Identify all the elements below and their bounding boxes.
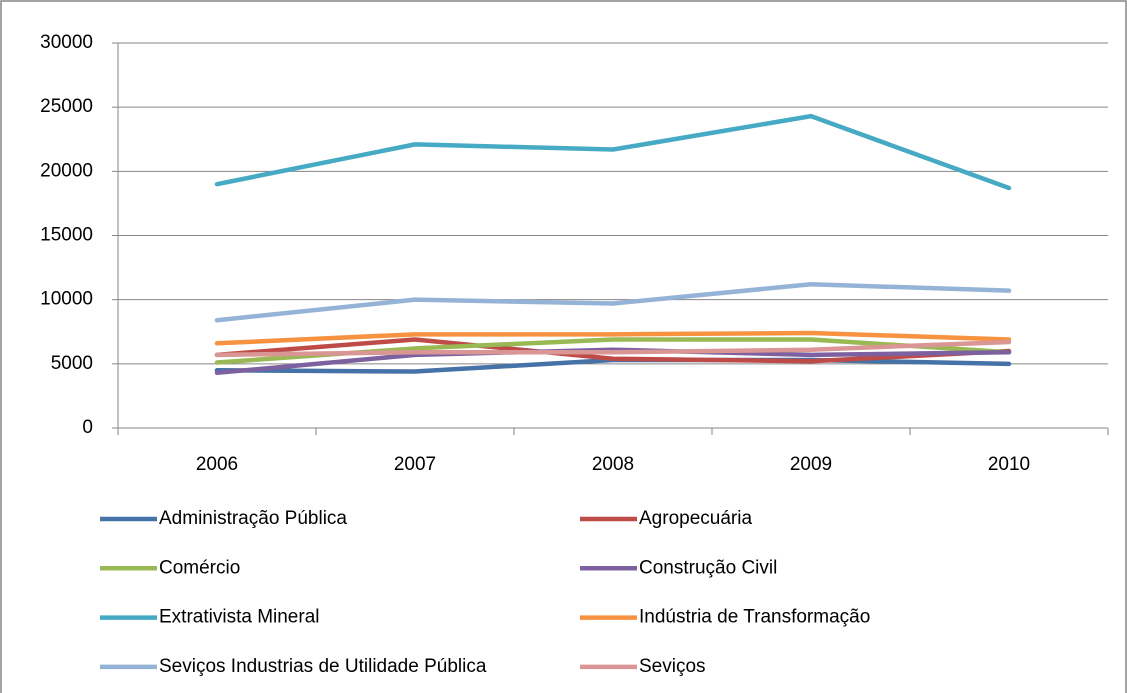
x-tick-label: 2009 xyxy=(790,454,832,475)
y-tick-label: 5000 xyxy=(51,353,93,374)
series-line xyxy=(214,347,1012,376)
series-line xyxy=(214,113,1012,191)
legend-label: Seviços xyxy=(639,656,706,677)
series-line xyxy=(214,337,1012,364)
legend-label: Construção Civil xyxy=(639,557,777,578)
legend-label: Extrativista Mineral xyxy=(159,607,320,628)
legend-label: Agropecuária xyxy=(639,508,752,529)
y-tick-label: 30000 xyxy=(40,32,93,53)
series-line xyxy=(214,282,1012,323)
y-tick-label: 20000 xyxy=(40,160,93,181)
x-tick-label: 2008 xyxy=(592,454,634,475)
series-line xyxy=(214,330,1012,346)
y-tick-label: 25000 xyxy=(40,96,93,117)
series-line xyxy=(214,339,1012,358)
y-tick-label: 15000 xyxy=(40,225,93,246)
legend-label: Seviços Industrias de Utilidade Pública xyxy=(159,656,487,677)
y-tick-label: 0 xyxy=(82,417,93,438)
x-tick-label: 2007 xyxy=(394,454,436,475)
legend-label: Administração Pública xyxy=(159,508,347,529)
y-tick-label: 10000 xyxy=(40,289,93,310)
legend-label: Indústria de Transformação xyxy=(639,607,870,628)
legend-label: Comércio xyxy=(159,557,240,578)
x-tick-label: 2010 xyxy=(988,454,1030,475)
x-tick-label: 2006 xyxy=(196,454,238,475)
